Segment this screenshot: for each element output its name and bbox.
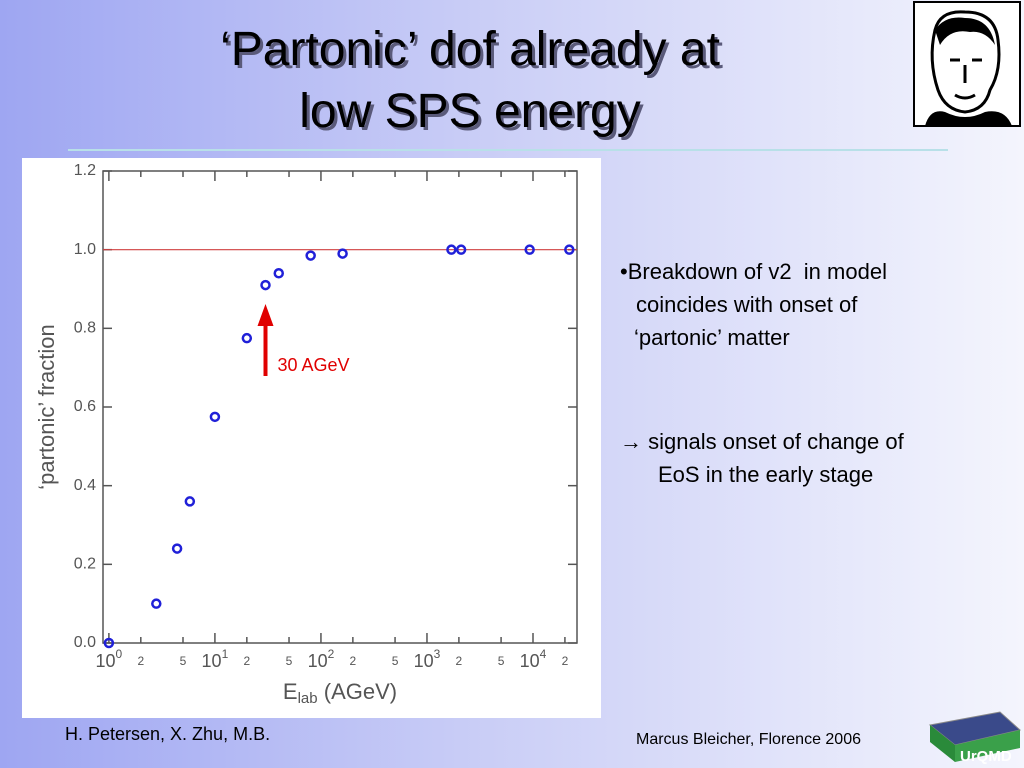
x-tick-label: 5 (392, 654, 399, 668)
data-point (241, 332, 253, 344)
y-tick-label: 0.4 (74, 477, 96, 494)
x-tick-exponent: 4 (540, 647, 547, 661)
x-tick-base: 10 (520, 651, 540, 671)
data-point (151, 598, 162, 609)
x-tick-label: 5 (286, 654, 293, 668)
data-point (524, 244, 535, 255)
x-axis-label-main: E (283, 679, 298, 704)
y-axis-label: ‘partonic’ fraction (34, 324, 59, 489)
x-axis-label: Elab (AGeV) (283, 679, 397, 707)
data-point (273, 268, 285, 279)
x-axis-label-sub: lab (298, 690, 318, 707)
x-tick-base: 10 (414, 651, 434, 671)
bullet-text: ‘partonic’ matter (634, 325, 790, 350)
x-tick-label: 2 (243, 654, 250, 668)
y-tick-label: 0.6 (74, 398, 96, 415)
x-tick-base: 10 (96, 651, 116, 671)
x-tick-label: 5 (498, 654, 505, 668)
x-tick-label: 101 (202, 647, 229, 671)
data-point (446, 244, 457, 255)
x-tick-exponent: 2 (328, 647, 335, 661)
x-tick-base: 10 (202, 651, 222, 671)
y-tick-label: 0.0 (74, 634, 96, 651)
x-tick-label: 5 (180, 654, 187, 668)
bullet-text: •Breakdown of v2 in model (620, 259, 887, 284)
y-tick-label: 0.8 (74, 320, 96, 337)
footer-right: Marcus Bleicher, Florence 2006 (636, 731, 861, 748)
logo: UrQMD (928, 711, 1022, 765)
annotation-arrowhead (257, 304, 274, 326)
data-point (260, 279, 271, 291)
data-point (171, 543, 183, 554)
annotation-text: 30 AGeV (278, 355, 350, 375)
logo-text: UrQMD (960, 748, 1012, 765)
bullet-text: EoS in the early stage (658, 462, 874, 487)
x-tick-base: 10 (308, 651, 328, 671)
x-tick-exponent: 3 (434, 647, 441, 661)
data-point (337, 248, 348, 259)
y-tick-label: 1.2 (74, 162, 96, 179)
y-tick-label: 0.2 (74, 556, 96, 573)
data-point (455, 244, 467, 255)
data-point (564, 244, 575, 255)
bullet-text: → signals onset of change of (620, 429, 904, 454)
x-tick-label: 2 (137, 654, 144, 668)
x-tick-label: 2 (350, 654, 357, 668)
data-point (209, 411, 221, 423)
data-point (103, 637, 115, 649)
data-point (184, 496, 196, 507)
bullet-text: coincides with onset of (636, 292, 858, 317)
x-tick-label: 102 (308, 647, 335, 671)
data-point (305, 250, 316, 261)
title-line: low SPS energy (299, 85, 641, 138)
x-tick-label: 2 (456, 654, 463, 668)
portrait (913, 1, 1021, 127)
footer-left: H. Petersen, X. Zhu, M.B. (65, 724, 271, 744)
title-line: ‘Partonic’ dof already at (220, 23, 720, 76)
x-tick-label: 2 (562, 654, 569, 668)
x-tick-label: 103 (414, 647, 441, 671)
y-tick-label: 1.0 (74, 241, 96, 258)
x-axis-label-rest: (AGeV) (318, 679, 397, 704)
x-tick-exponent: 1 (222, 647, 229, 661)
x-tick-label: 100 (96, 647, 123, 671)
x-tick-exponent: 0 (116, 647, 123, 661)
x-tick-label: 104 (520, 647, 547, 671)
